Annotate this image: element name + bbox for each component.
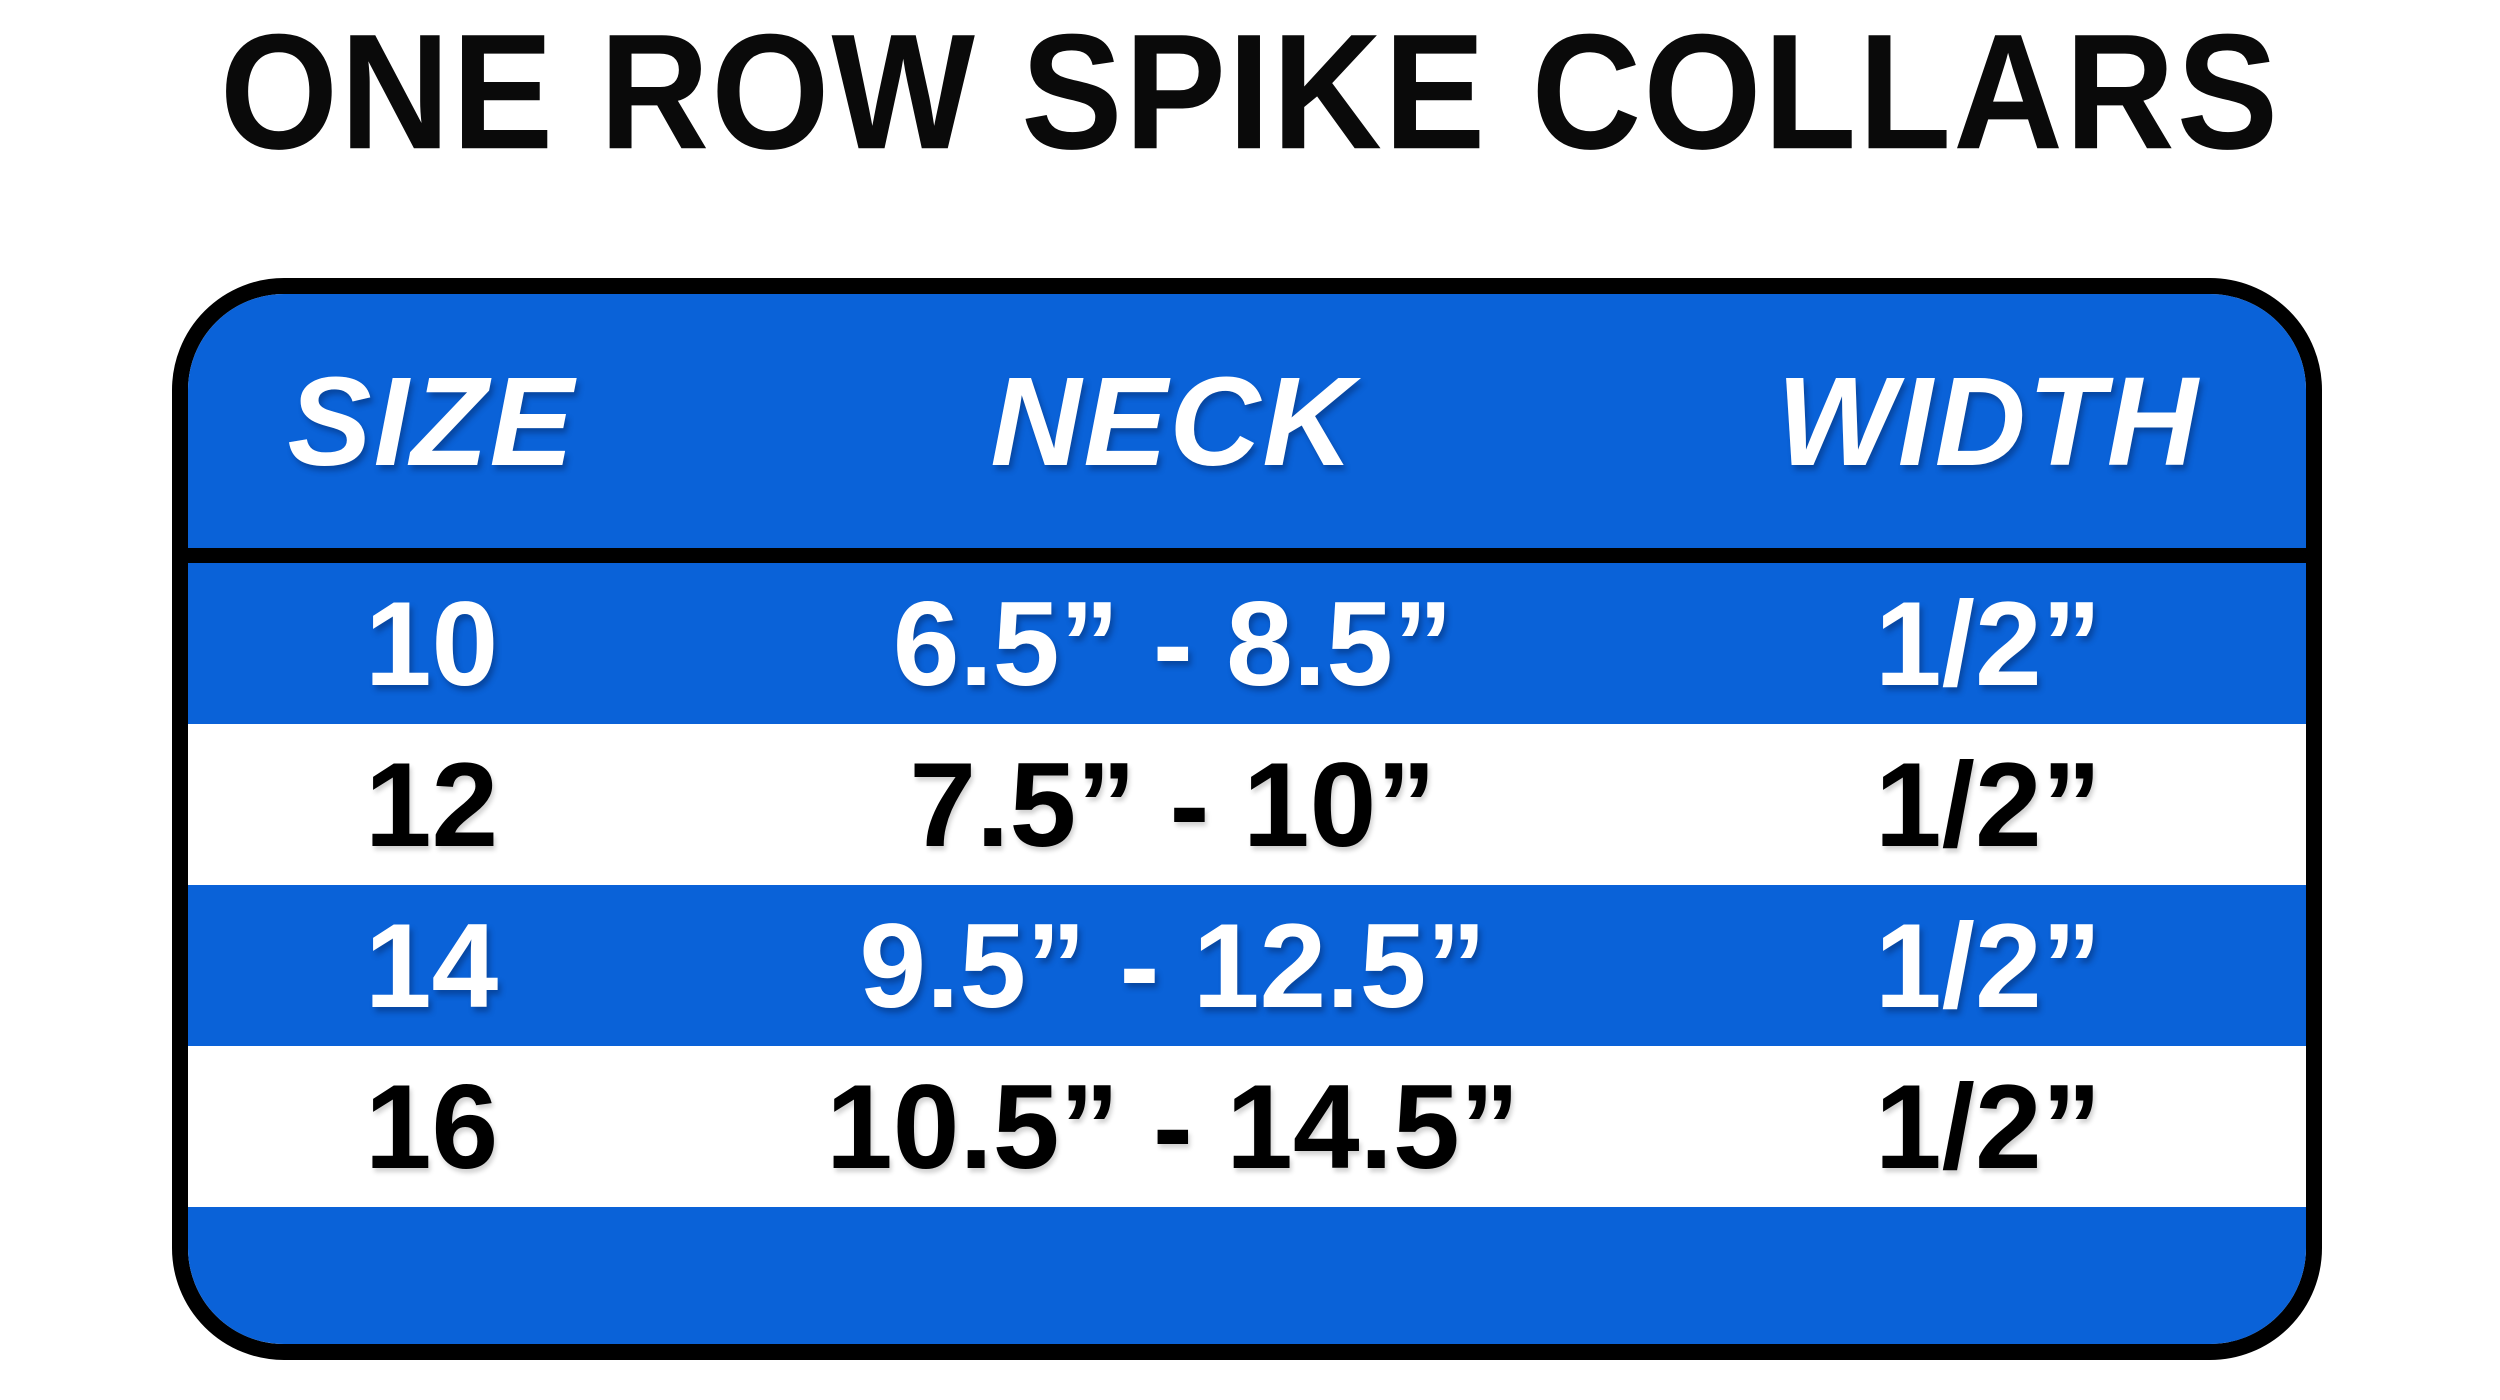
cell-width: 1/2”	[1874, 576, 2102, 711]
size-chart-table: SIZE NECK WIDTH 10 6.5” - 8.5” 1/2” 12 7…	[172, 278, 2322, 1360]
cell-size: 12	[364, 737, 499, 872]
cell-size: 14	[364, 898, 499, 1033]
cell-size: 16	[364, 1059, 499, 1194]
header-separator-line	[188, 548, 2306, 563]
table-row-size-14: 14 9.5” - 12.5” 1/2”	[188, 885, 2306, 1046]
table-row-size-10: 10 6.5” - 8.5” 1/2”	[188, 563, 2306, 724]
header-cell-neck: NECK	[990, 350, 1356, 492]
cell-neck: 10.5” - 14.5”	[825, 1059, 1520, 1194]
cell-size: 10	[364, 576, 499, 711]
table-row-size-12: 12 7.5” - 10” 1/2”	[188, 724, 2306, 885]
table-footer-band	[188, 1207, 2306, 1344]
page-title: ONE ROW SPIKE COLLARS	[219, 0, 2281, 184]
cell-neck: 9.5” - 12.5”	[859, 898, 1487, 1033]
cell-width: 1/2”	[1874, 1059, 2102, 1194]
header-cell-width: WIDTH	[1776, 350, 2200, 492]
cell-neck: 6.5” - 8.5”	[892, 576, 1453, 711]
header-cell-size: SIZE	[287, 350, 576, 492]
cell-neck: 7.5” - 10”	[909, 737, 1437, 872]
cell-width: 1/2”	[1874, 898, 2102, 1033]
table-row-size-16: 16 10.5” - 14.5” 1/2”	[188, 1046, 2306, 1207]
table-header-row: SIZE NECK WIDTH	[188, 294, 2306, 548]
cell-width: 1/2”	[1874, 737, 2102, 872]
